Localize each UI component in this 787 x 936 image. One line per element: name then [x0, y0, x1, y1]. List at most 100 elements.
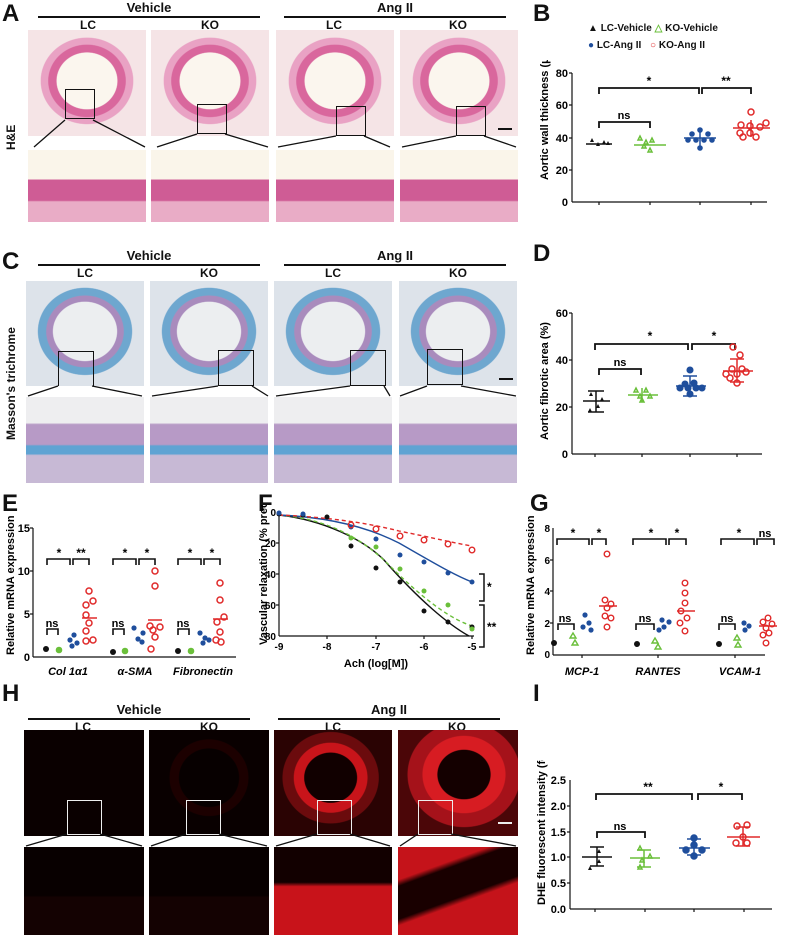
x-category-label: α-SMA [118, 666, 153, 675]
zoom-box [197, 104, 227, 134]
svg-text:ns: ns [614, 821, 627, 833]
panel-label-c: C [2, 248, 20, 275]
zoom-box [186, 800, 221, 835]
he-zoom-lc-vehicle [28, 150, 146, 222]
he-zoom-ko-vehicle [151, 150, 269, 222]
svg-text:-6: -6 [420, 642, 429, 653]
he-image-ko-angii [400, 30, 518, 136]
scale-bar [499, 378, 513, 380]
masson-zoom-ko-vehicle [150, 397, 268, 483]
svg-text:**: ** [643, 780, 653, 794]
masson-zoom-lc-vehicle [26, 397, 144, 483]
zoom-box [336, 106, 366, 136]
y-axis-label: DHE fluorescent intensity (fold) [536, 760, 548, 905]
svg-text:*: * [145, 546, 150, 560]
svg-text:**: ** [721, 74, 731, 88]
col-label-ko: KO [449, 18, 467, 32]
svg-text:2.5: 2.5 [551, 775, 566, 787]
svg-text:40: 40 [556, 133, 568, 145]
svg-text:**: ** [487, 620, 497, 634]
svg-text:-8: -8 [323, 642, 332, 653]
group-header-vehicle-h: Vehicle [28, 702, 250, 720]
svg-text:*: * [675, 526, 680, 540]
chart-d: Aortic fibrotic area (%) 60 40 20 0 * * ns [539, 308, 762, 461]
x-category-label: Fibronectin [173, 666, 233, 675]
filled-triangle-icon: ▲ [588, 23, 598, 34]
dhe-zoom-lc-angii [274, 847, 392, 935]
legend-label-ko-angii: KO-Ang II [658, 40, 705, 51]
open-triangle-icon: △ [654, 23, 663, 34]
x-category-label: VCAM-1 [719, 666, 761, 678]
he-image-ko-vehicle [151, 30, 269, 136]
zoom-box [350, 350, 386, 386]
svg-text:0.5: 0.5 [551, 878, 566, 890]
svg-text:-5: -5 [468, 642, 477, 653]
svg-text:20: 20 [556, 402, 568, 414]
y-ticks: 80 60 40 20 0 [556, 68, 568, 209]
svg-text:ns: ns [559, 613, 572, 625]
svg-text:80: 80 [556, 68, 568, 80]
zoom-box [418, 800, 453, 835]
svg-text:60: 60 [556, 100, 568, 112]
svg-text:1.0: 1.0 [551, 852, 566, 864]
svg-text:*: * [648, 329, 653, 343]
filled-circle-icon: ● [588, 40, 595, 51]
svg-text:*: * [719, 780, 724, 794]
he-zoom-lc-angii [276, 150, 394, 222]
svg-text:2.0: 2.0 [551, 801, 566, 813]
svg-text:0.0: 0.0 [551, 904, 566, 916]
legend: ▲ LC-Vehicle △ KO-Vehicle ● LC-Ang II ○ … [588, 20, 718, 54]
legend-label-lc-vehicle: LC-Vehicle [600, 23, 652, 34]
zoom-connector-lines [25, 119, 517, 847]
zoom-box [58, 351, 94, 386]
masson-image-ko-angii [399, 281, 517, 386]
svg-text:ns: ns [112, 618, 125, 630]
svg-text:4: 4 [544, 587, 550, 598]
panel-label-f: F [258, 490, 273, 517]
zoom-box [218, 350, 254, 386]
dhe-zoom-ko-angii [398, 847, 518, 935]
group-header-angii-c: Ang II [284, 248, 506, 266]
legend-label-ko-vehicle: KO-Vehicle [665, 23, 718, 34]
dhe-image-lc-vehicle [24, 730, 144, 836]
svg-text:15: 15 [18, 523, 30, 535]
svg-text:2: 2 [544, 619, 550, 630]
svg-text:**: ** [76, 546, 86, 560]
legend-row-2: ● LC-Ang II ○ KO-Ang II [588, 37, 718, 54]
col-label-lc: LC [326, 18, 342, 32]
legend-label-lc-angii: LC-Ang II [596, 40, 642, 51]
panel-label-i: I [533, 680, 540, 707]
zoom-box [317, 800, 352, 835]
masson-image-lc-angii [274, 281, 392, 386]
svg-text:20: 20 [556, 165, 568, 177]
masson-zoom-lc-angii [274, 397, 392, 483]
svg-text:ns: ns [46, 618, 59, 630]
scale-bar [498, 822, 512, 824]
group-header-vehicle-a: Vehicle [38, 0, 260, 18]
y-axis-label: Relative mRNA expression [525, 515, 537, 655]
svg-text:10: 10 [18, 566, 30, 578]
panel-label-h: H [2, 680, 20, 707]
svg-text:*: * [597, 526, 602, 540]
panel-label-a: A [2, 0, 20, 27]
x-category-label: Col 1α1 [48, 666, 88, 675]
svg-text:0: 0 [544, 650, 550, 661]
svg-text:0: 0 [562, 449, 568, 461]
scale-bar [498, 128, 512, 130]
legend-row-1: ▲ LC-Vehicle △ KO-Vehicle [588, 20, 718, 37]
zoom-box [65, 89, 95, 119]
group-header-vehicle-c: Vehicle [38, 248, 260, 266]
he-image-lc-vehicle [28, 30, 146, 136]
svg-text:*: * [487, 580, 492, 594]
dhe-image-lc-angii [274, 730, 392, 836]
y-axis-label: Aortic wall thickness (μm) [539, 60, 551, 180]
he-image-lc-angii [276, 30, 394, 136]
panel-label-d: D [533, 240, 551, 267]
svg-text:60: 60 [265, 601, 277, 612]
svg-text:*: * [123, 546, 128, 560]
svg-text:*: * [188, 546, 193, 560]
panel-label-b: B [533, 0, 551, 27]
svg-text:ns: ns [618, 110, 631, 122]
svg-text:0: 0 [24, 652, 30, 664]
